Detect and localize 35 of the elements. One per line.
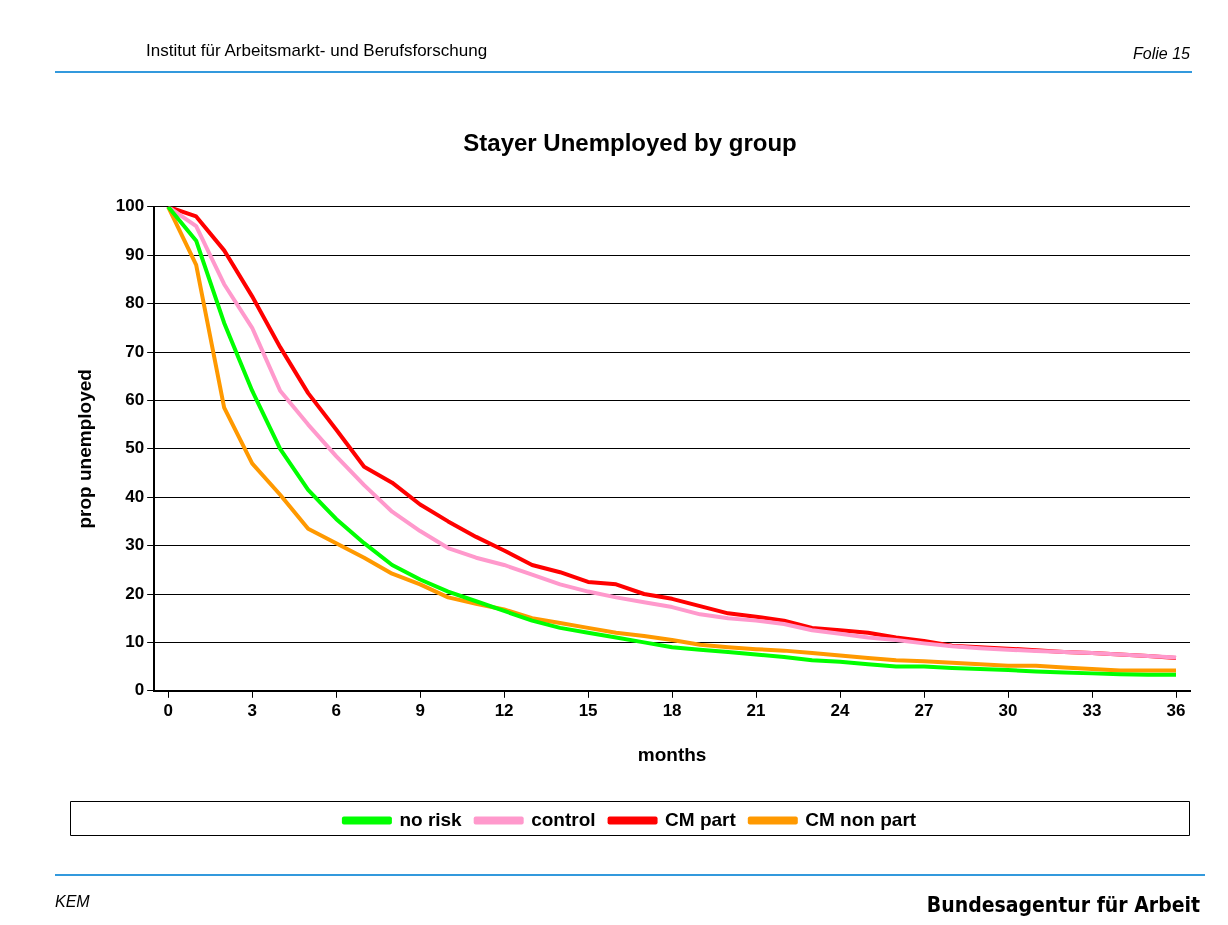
x-tick-label: 33 xyxy=(1082,700,1102,720)
y-tick-label: 60 xyxy=(125,390,145,410)
y-tick-label: 10 xyxy=(125,632,145,652)
y-tick-label: 50 xyxy=(125,438,145,458)
y-tick-label: 100 xyxy=(115,196,145,216)
x-tick-label: 15 xyxy=(578,700,598,720)
y-tick-label: 40 xyxy=(125,486,145,506)
x-tick-label: 3 xyxy=(247,700,257,720)
x-tick-label: 18 xyxy=(662,700,682,720)
legend-label: CM non part xyxy=(805,808,917,830)
y-axis-title: prop unemployed xyxy=(73,369,95,529)
legend-label: no risk xyxy=(399,808,463,830)
chart-title: Stayer Unemployed by group xyxy=(463,129,797,157)
legend-label: CM part xyxy=(665,808,737,830)
x-tick-label: 30 xyxy=(998,700,1018,720)
x-tick-label: 6 xyxy=(331,700,341,720)
y-tick-label: 0 xyxy=(134,680,145,700)
x-tick-label: 9 xyxy=(415,700,425,720)
text: Institut für Arbeitsmarkt- und Berufsforschung xyxy=(146,41,488,61)
x-tick-label: 12 xyxy=(494,700,514,720)
y-tick-label: 80 xyxy=(125,293,145,313)
x-tick-label: 24 xyxy=(830,700,851,720)
x-tick-label: 36 xyxy=(1166,700,1186,720)
text: KEM xyxy=(55,893,90,911)
y-tick-label: 20 xyxy=(125,583,145,603)
x-axis-title: months xyxy=(637,743,707,765)
x-tick-label: 27 xyxy=(914,700,934,720)
y-tick-label: 90 xyxy=(125,244,145,264)
text: Bundesagentur für Arbeit xyxy=(926,893,1200,917)
x-tick-label: 21 xyxy=(746,700,766,720)
y-tick-label: 70 xyxy=(125,341,145,361)
legend-label: control xyxy=(531,808,596,830)
text: Folie 15 xyxy=(1133,45,1190,63)
y-tick-label: 30 xyxy=(125,535,145,555)
x-tick-label: 0 xyxy=(163,700,173,720)
